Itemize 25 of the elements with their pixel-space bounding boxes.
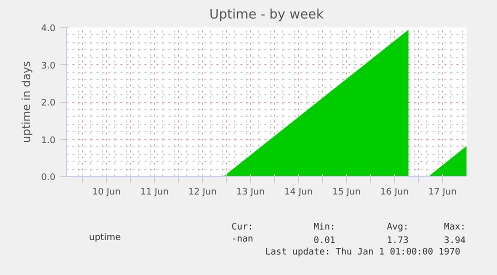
- y-axis-title: uptime in days: [20, 60, 34, 143]
- y-tick-label: 0.0: [41, 173, 56, 183]
- text: 0.01: [314, 236, 336, 246]
- text: -nan: [232, 234, 254, 244]
- x-tick-label: 12 Jun: [188, 188, 217, 198]
- text: Avg:: [386, 222, 409, 232]
- x-tick-label: 10 Jun: [92, 188, 121, 198]
- y-tick-label: 2.0: [41, 98, 56, 108]
- x-tick-label: 14 Jun: [284, 188, 313, 198]
- text: 3.94: [444, 236, 466, 246]
- text: Max:: [444, 222, 466, 232]
- y-tick-label: 4.0: [41, 24, 56, 34]
- text: 1.73: [386, 236, 409, 246]
- x-tick-label: 17 Jun: [428, 188, 457, 198]
- text: Cur:: [232, 222, 254, 232]
- chart-title: Uptime - by week: [209, 8, 324, 22]
- text: Last update: Thu Jan 1 01:00:00 1970: [265, 248, 460, 258]
- text: uptime: [89, 233, 121, 243]
- text: Min:: [314, 222, 336, 232]
- x-tick-label: 15 Jun: [332, 188, 361, 198]
- x-tick-label: 16 Jun: [380, 188, 409, 198]
- y-tick-label: 1.0: [41, 136, 56, 146]
- y-tick-label: 3.0: [41, 61, 56, 72]
- x-tick-label: 13 Jun: [236, 188, 265, 198]
- x-tick-label: 11 Jun: [140, 188, 169, 198]
